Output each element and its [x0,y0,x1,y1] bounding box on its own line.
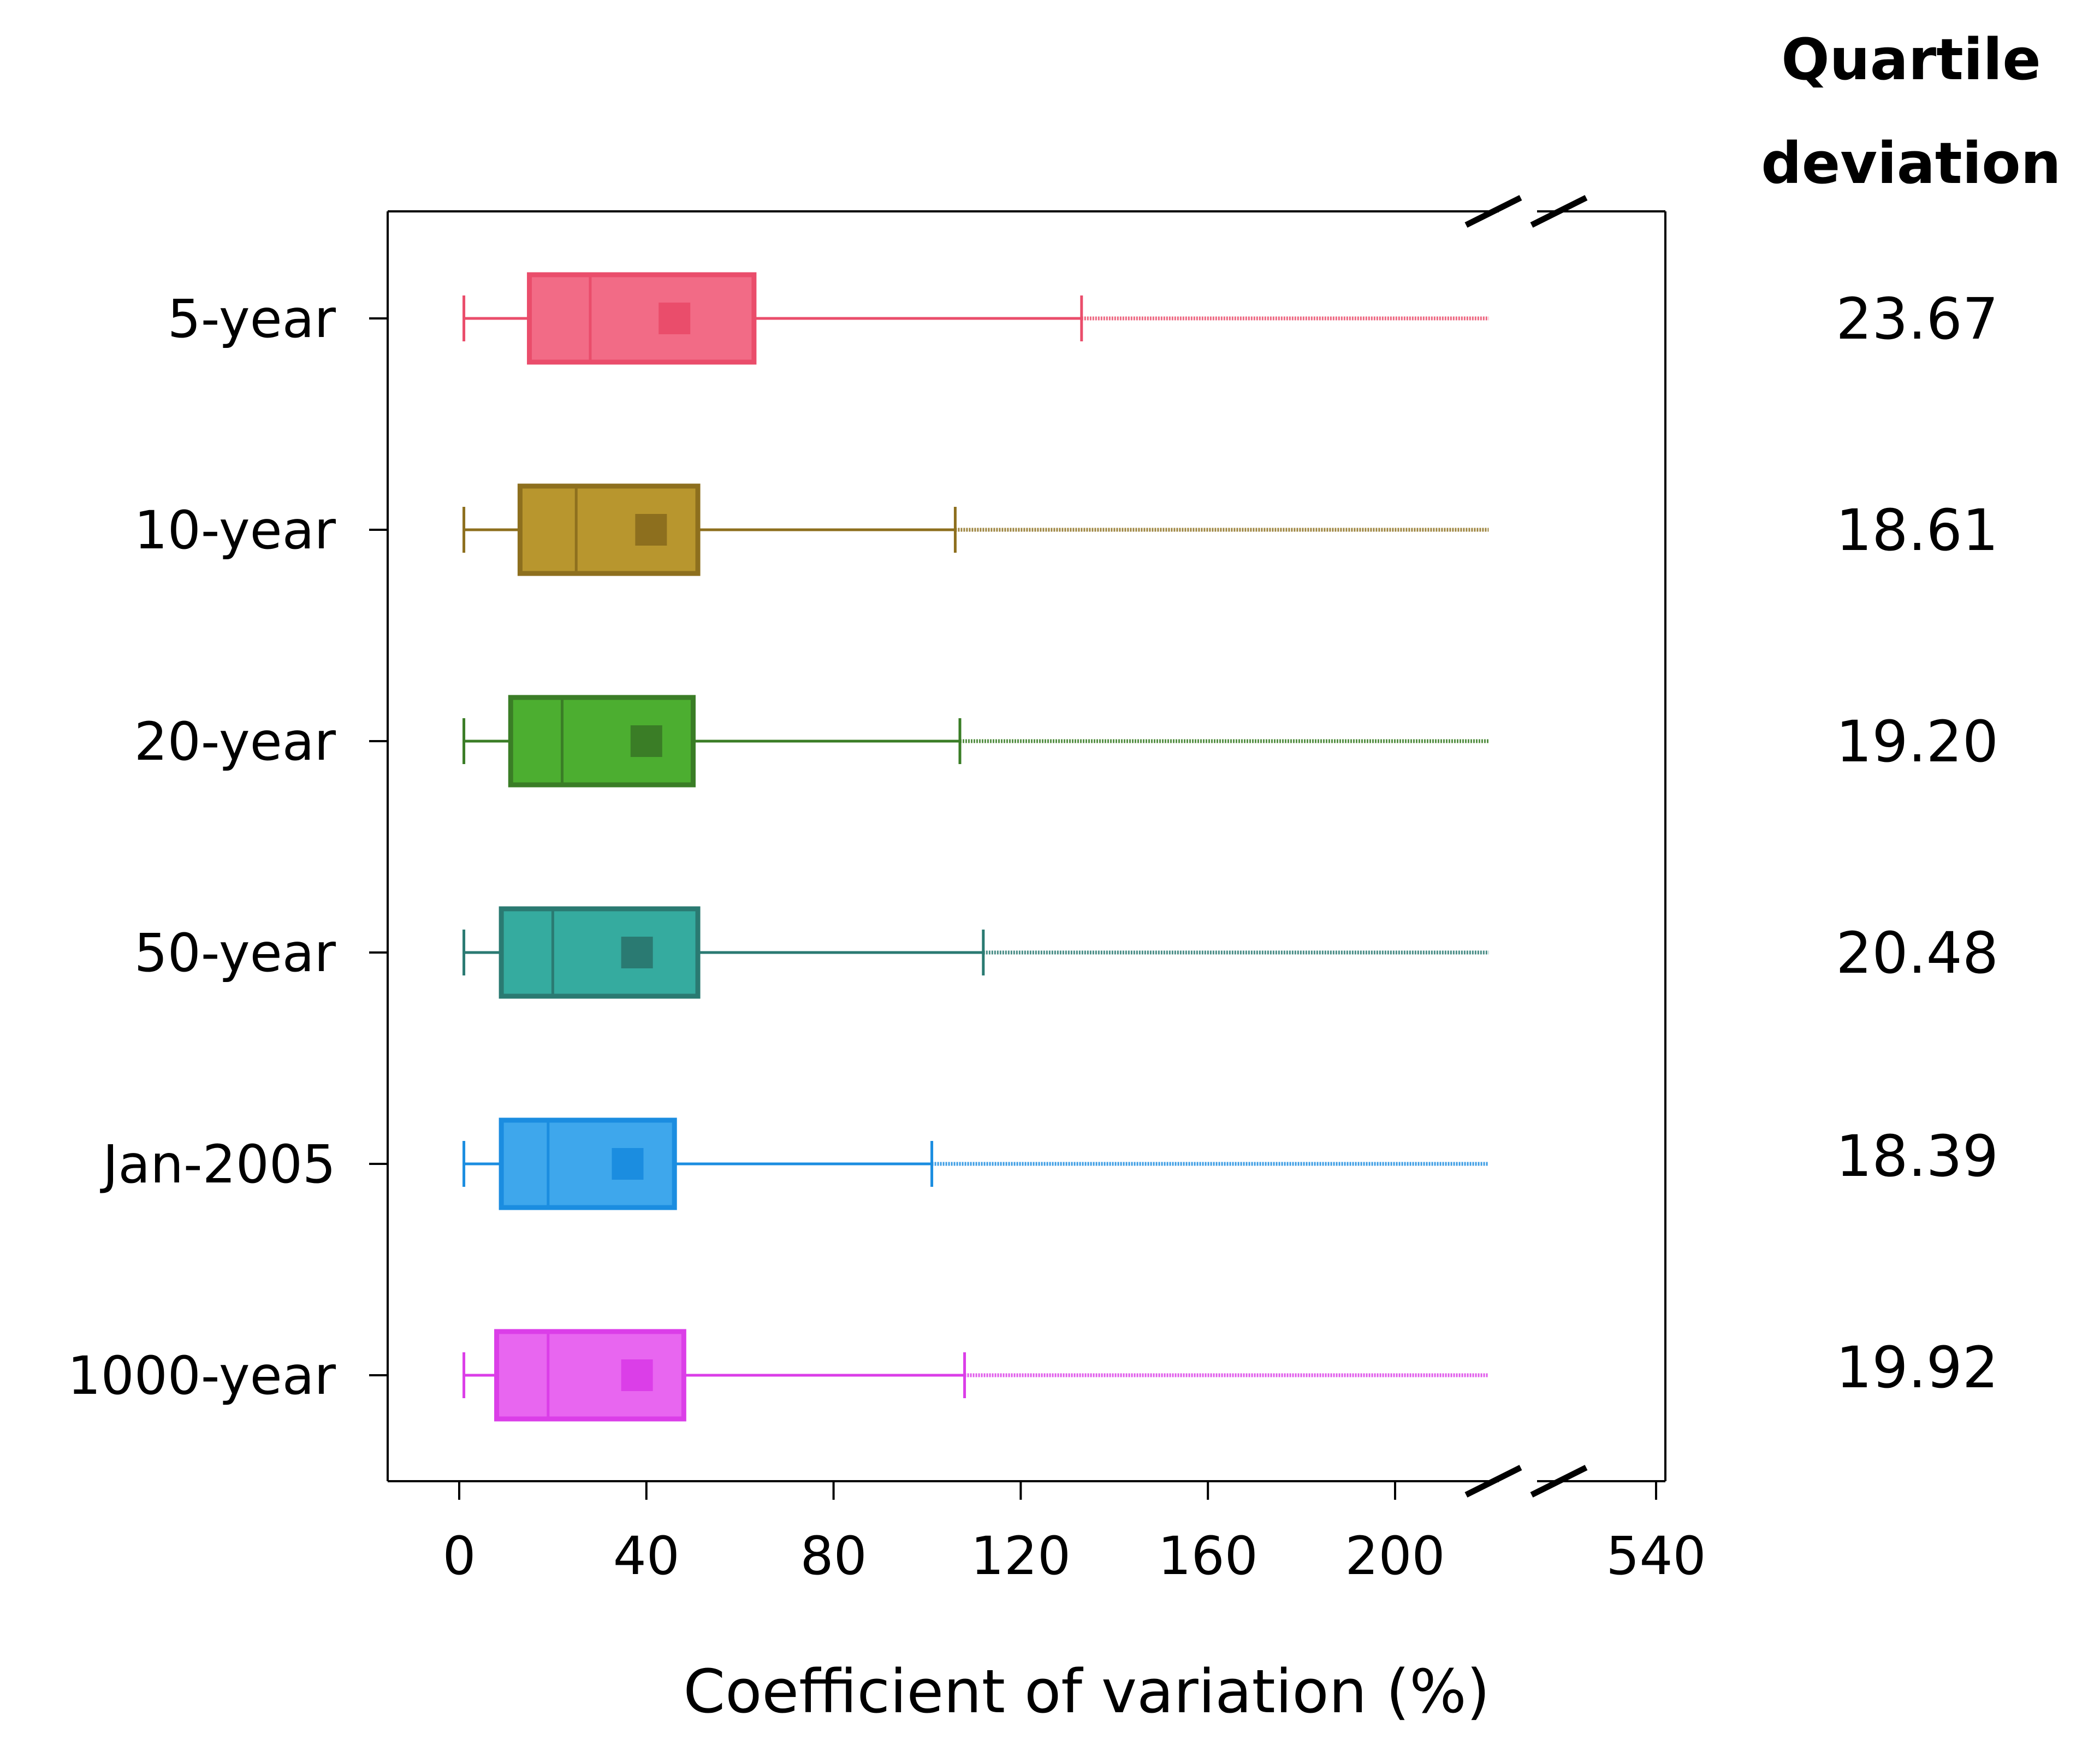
x-axis-label: Coefficient of variation (%) [683,1657,1490,1726]
iqr-box [499,906,701,999]
x-tick-label: 120 [971,1525,1071,1587]
axis-break-mark [1530,195,1588,228]
y-tick-label: 5-year [168,288,336,350]
box-series [462,1117,1489,1210]
box-series [462,695,1489,788]
quartile-deviation-value: 18.61 [1836,497,1998,564]
y-axis: 5-year 10-year 20-year 50-year Jan-2005 1000-… [68,288,388,1406]
iqr-box [527,272,757,365]
quartile-deviation-title-line2: deviation [1761,130,2061,197]
y-tick-label: 1000-year [68,1345,336,1406]
quartile-deviation-title-line1: Quartile [1781,26,2040,93]
x-tick-label: 80 [800,1525,867,1587]
y-tick-label: 10-year [134,500,336,561]
quartile-deviation-column: 23.67 18.61 19.20 20.48 18.39 19.92 [1836,286,1998,1401]
quartile-deviation-value: 19.92 [1836,1334,1998,1401]
mean-marker [621,1359,653,1391]
iqr-box [517,483,701,576]
x-tick-label: 200 [1345,1525,1445,1587]
axis-break-mark [1464,1465,1522,1498]
x-tick-label: 540 [1606,1525,1706,1587]
axis-break-gap [1499,1476,1537,1487]
quartile-deviation-value: 18.39 [1836,1123,1998,1190]
x-axis: 0 40 80 120 160 200 540 [442,1481,1706,1587]
axis-break-mark [1464,195,1522,228]
mean-marker [659,303,691,334]
box-series [462,1329,1489,1422]
quartile-deviation-value: 23.67 [1836,286,1998,352]
iqr-box [494,1329,686,1422]
mean-marker [621,937,653,968]
iqr-box [499,1117,677,1210]
x-tick-label: 40 [613,1525,680,1587]
x-tick-label: 160 [1158,1525,1258,1587]
mean-marker [612,1148,644,1180]
mean-marker [630,725,662,757]
y-tick-label: Jan-2005 [100,1134,336,1195]
axis-break-gap [1499,206,1537,217]
plot-area [387,195,1666,1498]
box-series [462,906,1489,999]
box-series [462,272,1489,365]
x-tick-label: 0 [442,1525,476,1587]
y-tick-label: 20-year [134,711,336,772]
y-tick-label: 50-year [134,922,336,984]
box-series [462,483,1489,576]
mean-marker [635,514,667,546]
quartile-deviation-value: 19.20 [1836,708,1998,775]
axis-break-mark [1530,1465,1588,1498]
quartile-deviation-value: 20.48 [1836,920,1998,986]
iqr-box [508,695,696,788]
